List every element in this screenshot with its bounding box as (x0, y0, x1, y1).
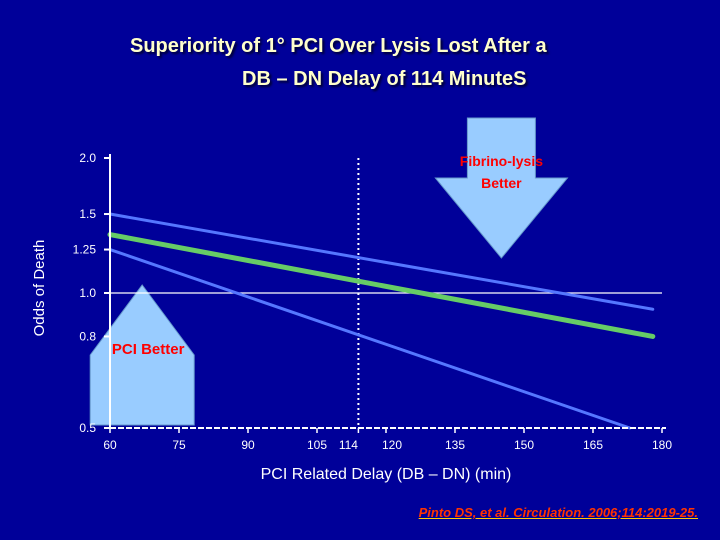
x-tick-label: 90 (241, 438, 255, 452)
series-line-upper (108, 212, 655, 311)
slide-title-line-1: Superiority of 1° PCI Over Lysis Lost Af… (130, 35, 547, 57)
y-tick-label: 1.5 (79, 207, 96, 221)
series-line-estimate (107, 232, 656, 339)
fibrinolysis-better-label-line-2: Better (481, 175, 522, 191)
x-tick-label: 135 (445, 438, 465, 452)
series-line-lower (108, 248, 632, 430)
x-tick-label: 180 (652, 438, 672, 452)
label-layer: PCI Related Delay (DB – DN) (min) Odds of… (31, 240, 511, 483)
y-tick-label: 1.0 (79, 286, 96, 300)
x-tick-label: 120 (382, 438, 402, 452)
axes-layer: 0.5 0.8 1.0 1.25 1.5 2.0 60 75 90 105 114 120 135 150… (73, 151, 673, 452)
y-tick-label: 2.0 (79, 151, 96, 165)
y-tick-label: 0.5 (79, 421, 96, 435)
x-tick-label: 60 (103, 438, 117, 452)
citation: Pinto DS, et al. Circulation. 2006;114:2… (418, 505, 698, 520)
x-axis-title: PCI Related Delay (DB – DN) (min) (261, 466, 512, 483)
fibrinolysis-better-label-line-1: Fibrino-lysis (460, 153, 543, 169)
y-tick-label: 0.8 (79, 329, 96, 343)
slide-title-line-2: DB – DN Delay of 114 MinuteS (242, 68, 527, 90)
x-tick-label: 165 (583, 438, 603, 452)
grid-layer (110, 158, 662, 428)
x-tick-label: 114 (339, 438, 358, 452)
fibrinolysis-better-arrow (434, 117, 569, 259)
x-tick-label: 150 (514, 438, 534, 452)
arrow-layer: Fibrino-lysis Better PCI Better (89, 117, 569, 426)
x-tick-label: 75 (172, 438, 186, 452)
y-axis-title: Odds of Death (31, 240, 48, 337)
y-tick-label: 1.25 (73, 243, 97, 257)
pci-better-arrow (89, 284, 195, 426)
x-tick-label: 105 (307, 438, 327, 452)
pci-better-label: PCI Better (112, 341, 185, 358)
series-layer (107, 212, 656, 430)
